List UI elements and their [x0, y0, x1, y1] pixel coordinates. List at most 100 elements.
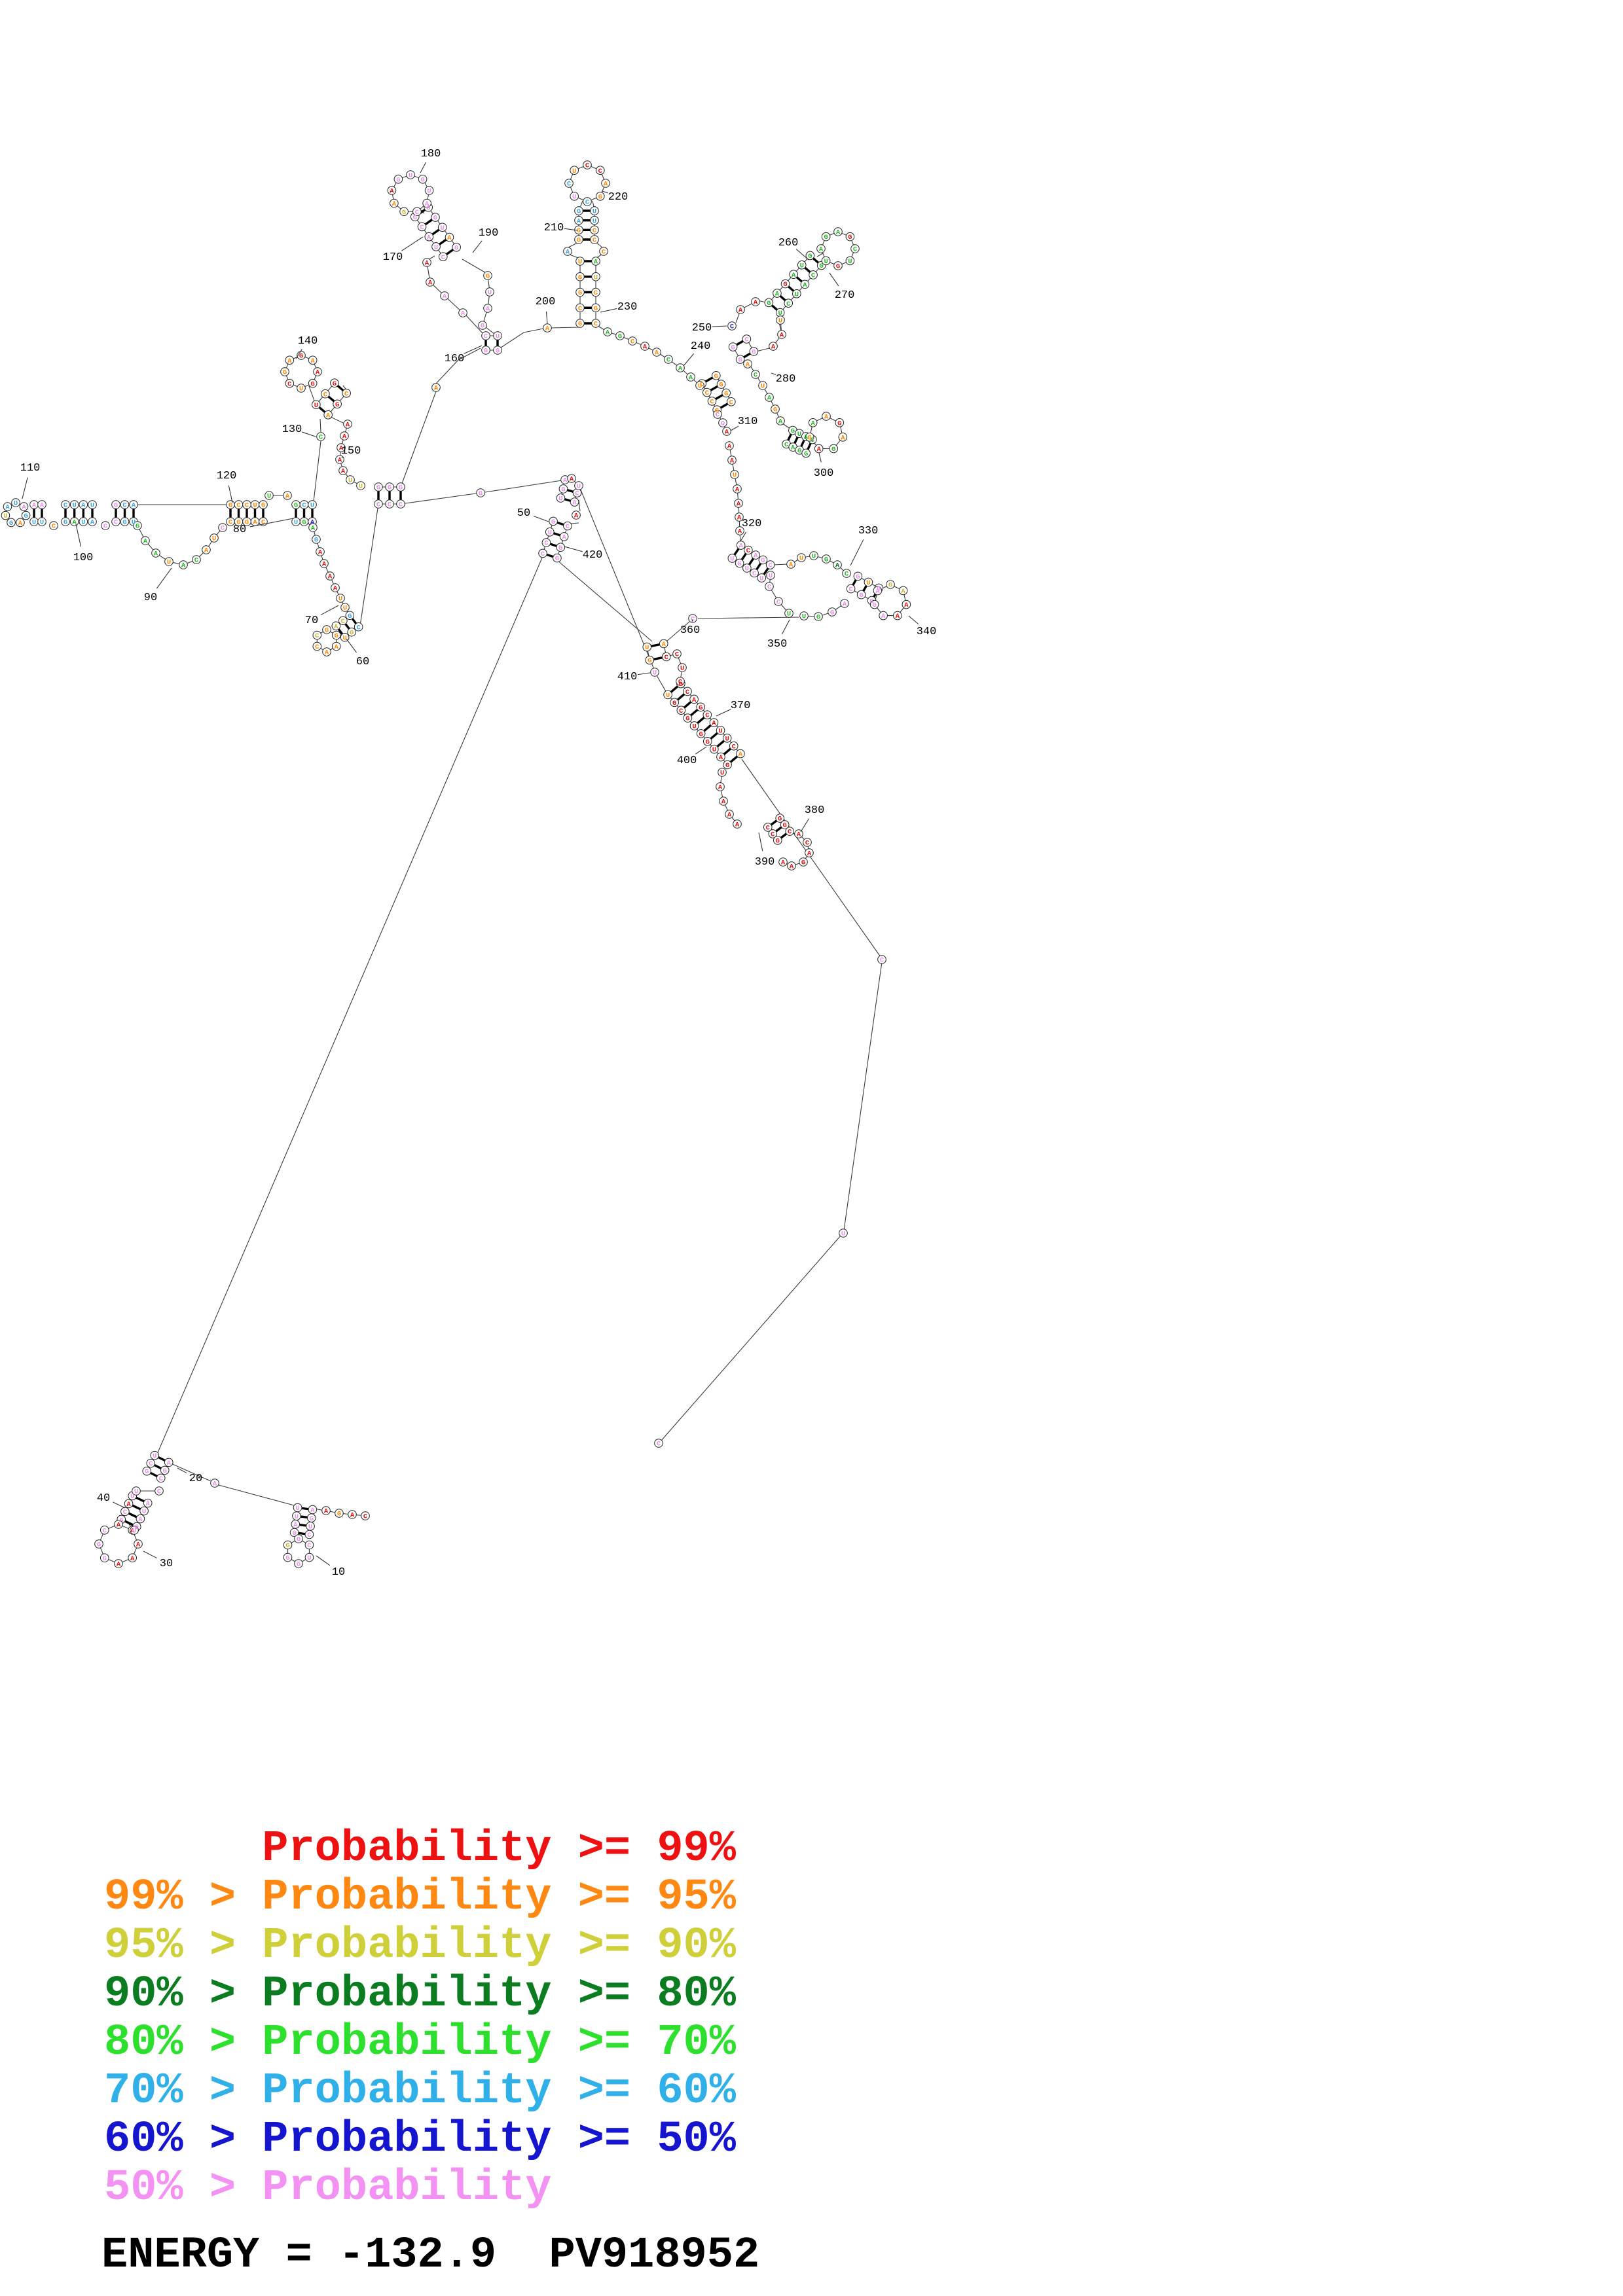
nucleotide-letter: C — [319, 434, 323, 442]
nucleotide — [69, 517, 79, 526]
backbone-line — [803, 603, 845, 617]
nucleotide — [374, 482, 383, 492]
nucleotide-letter: A — [804, 434, 809, 442]
nucleotide — [733, 484, 742, 493]
nucleotide-letter: G — [64, 519, 67, 527]
backbone-line — [308, 386, 316, 403]
nucleotide-letter: A — [486, 306, 490, 314]
nucleotide-letter: A — [324, 1508, 329, 1516]
strand-line — [680, 683, 741, 754]
nucleotide — [567, 474, 576, 483]
nucleotide — [331, 630, 341, 640]
nucleotide — [659, 639, 668, 649]
backbone-line — [435, 348, 481, 384]
nucleotide — [725, 441, 734, 450]
nucleotide-letter: G — [776, 838, 780, 846]
nucleotide-letter: U — [81, 519, 85, 527]
position-label: 10 — [332, 1566, 345, 1579]
nucleotide-letter: A — [32, 502, 37, 510]
nucleotide-letter: C — [752, 570, 757, 578]
nucleotide-letter: A — [285, 493, 290, 501]
nucleotide — [590, 235, 599, 244]
nucleotide-letter: U — [593, 217, 596, 225]
nucleotide — [218, 523, 227, 532]
nucleotide-letter: G — [484, 348, 488, 355]
nucleotide-letter: C — [880, 957, 884, 965]
nucleotide-letter: U — [295, 1505, 299, 1513]
nucleotide — [558, 484, 568, 493]
nucleotide — [143, 1498, 153, 1508]
nucleotide — [736, 749, 745, 759]
nucleotide — [661, 652, 671, 662]
nucleotide — [829, 444, 839, 454]
loop-outline — [391, 174, 430, 212]
nucleotide — [672, 649, 682, 658]
nucleotide — [735, 526, 744, 535]
label-leader-line — [533, 516, 549, 522]
nucleotide — [833, 227, 843, 236]
nucleotide-letter: G — [830, 609, 834, 617]
position-label: 150 — [341, 445, 361, 457]
nucleotide — [733, 819, 742, 829]
nucleotide-letter: G — [302, 519, 306, 527]
nucleotide — [758, 381, 767, 390]
nucleotide-letter: U — [718, 728, 722, 736]
label-leader-line — [800, 818, 810, 833]
nucleotide-letter: U — [795, 291, 799, 298]
nucleotide-letter: G — [350, 629, 354, 637]
nucleotide — [1, 511, 10, 520]
nucleotide-letter: G — [486, 273, 490, 281]
legend-entry: 80% > Probability >= 70% — [104, 2018, 736, 2068]
position-label: 330 — [858, 525, 879, 537]
label-leader-line — [22, 477, 28, 499]
nucleotide — [689, 694, 699, 704]
nucleotide-letter: G — [228, 502, 232, 510]
nucleotide-letter: C — [420, 224, 424, 232]
nucleotide-letter: G — [337, 1511, 341, 1518]
nucleotide — [285, 378, 295, 388]
label-leader-line — [472, 240, 483, 253]
legend-entry: Probability >= 99% — [104, 1824, 736, 1874]
nucleotide — [155, 1486, 164, 1496]
nucleotide — [757, 573, 767, 583]
nucleotide-letter: A — [737, 514, 742, 522]
nucleotide — [61, 500, 70, 509]
nucleotide — [873, 586, 883, 596]
nucleotide-letter: U — [253, 502, 257, 510]
nucleotide — [481, 346, 490, 355]
nucleotide-letter: C — [323, 391, 328, 399]
nucleotide-letter: G — [136, 523, 139, 531]
nucleotide-letter: C — [853, 246, 858, 254]
nucleotide — [340, 431, 349, 440]
nucleotide — [590, 215, 599, 225]
basepair-bonds — [33, 206, 880, 1536]
nucleotide-letter: A — [310, 1507, 315, 1515]
backbone-line — [218, 1484, 295, 1506]
nucleotide-letter: G — [561, 486, 565, 494]
legend-entry: 60% > Probability >= 50% — [104, 2115, 736, 2164]
nucleotide — [304, 1552, 314, 1562]
nucleotide-letter: A — [342, 433, 347, 441]
nucleotide-letter: U — [778, 317, 782, 325]
nucleotide-letter: C — [744, 336, 749, 344]
nucleotide-letter: G — [555, 555, 559, 563]
nucleotide — [686, 372, 695, 382]
nucleotide — [11, 498, 20, 507]
backbone-line — [465, 315, 483, 334]
nucleotide-letter: C — [848, 586, 853, 594]
nucleotide-letter: G — [479, 490, 483, 498]
position-label: 160 — [445, 353, 465, 365]
nucleotide-letter: A — [73, 519, 77, 527]
nucleotide-letter: A — [719, 754, 723, 762]
nucleotide-letter: G — [888, 582, 892, 590]
nucleotide-letter: C — [665, 654, 669, 662]
nucleotide-letter: G — [877, 585, 881, 593]
nucleotide — [640, 342, 649, 351]
position-label: 40 — [97, 1492, 110, 1505]
nucleotide — [601, 179, 610, 188]
nucleotide-letter: C — [388, 501, 392, 509]
nucleotide-letter: G — [598, 193, 602, 201]
nucleotide-letter: C — [567, 181, 572, 188]
probability-legend: Probability >= 99% 99% > Probability >= 9… — [104, 1825, 736, 2212]
nucleotide-letter: A — [143, 538, 148, 546]
